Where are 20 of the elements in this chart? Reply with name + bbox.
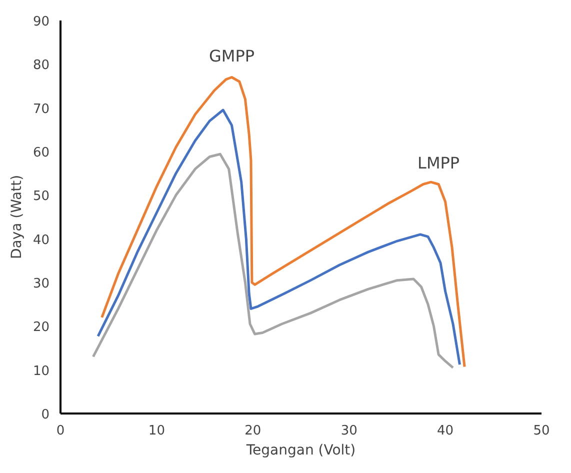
x-tick-label: 40: [437, 424, 454, 438]
x-tick-label: 30: [340, 424, 358, 438]
x-axis-title: Tegangan (Volt): [245, 442, 356, 458]
annotation: GMPP: [208, 46, 255, 66]
x-tick-label: 10: [148, 424, 165, 438]
y-tick-label: 70: [32, 102, 50, 117]
x-tick-label: 20: [244, 424, 262, 438]
y-tick-label: 50: [32, 189, 50, 204]
y-tick-label: 30: [32, 276, 50, 292]
y-tick-label: 40: [32, 232, 50, 248]
x-tick-label: 0: [56, 424, 65, 438]
y-axis-title: Daya (Watt): [8, 174, 25, 260]
y-tick-label: 60: [32, 146, 50, 160]
annotation: LMPP: [418, 153, 460, 172]
y-tick-label: 0: [41, 408, 50, 422]
y-tick-label: 10: [32, 364, 50, 379]
x-tick-label: 50: [533, 424, 550, 438]
y-tick-label: 80: [32, 58, 50, 74]
y-tick-label: 90: [32, 14, 50, 30]
y-tick-label: 20: [32, 320, 50, 336]
